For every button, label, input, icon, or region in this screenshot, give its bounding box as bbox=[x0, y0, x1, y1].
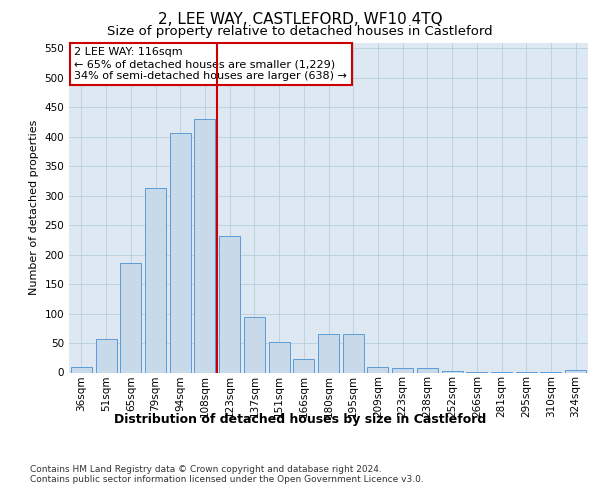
Bar bbox=[417, 368, 438, 372]
Bar bbox=[269, 342, 290, 372]
Bar bbox=[170, 132, 191, 372]
Bar bbox=[318, 334, 339, 372]
Bar bbox=[343, 334, 364, 372]
Bar bbox=[194, 119, 215, 372]
Text: 2 LEE WAY: 116sqm
← 65% of detached houses are smaller (1,229)
34% of semi-detac: 2 LEE WAY: 116sqm ← 65% of detached hous… bbox=[74, 48, 347, 80]
Text: 2, LEE WAY, CASTLEFORD, WF10 4TQ: 2, LEE WAY, CASTLEFORD, WF10 4TQ bbox=[158, 12, 442, 28]
Bar bbox=[95, 339, 116, 372]
Text: Size of property relative to detached houses in Castleford: Size of property relative to detached ho… bbox=[107, 25, 493, 38]
Bar bbox=[244, 317, 265, 372]
Bar bbox=[120, 263, 141, 372]
Bar bbox=[219, 236, 240, 372]
Text: Contains HM Land Registry data © Crown copyright and database right 2024.
Contai: Contains HM Land Registry data © Crown c… bbox=[30, 465, 424, 484]
Bar bbox=[145, 188, 166, 372]
Text: Distribution of detached houses by size in Castleford: Distribution of detached houses by size … bbox=[114, 412, 486, 426]
Bar bbox=[71, 366, 92, 372]
Bar bbox=[367, 366, 388, 372]
Bar bbox=[565, 370, 586, 372]
Y-axis label: Number of detached properties: Number of detached properties bbox=[29, 120, 39, 295]
Bar bbox=[293, 359, 314, 372]
Bar bbox=[392, 368, 413, 372]
